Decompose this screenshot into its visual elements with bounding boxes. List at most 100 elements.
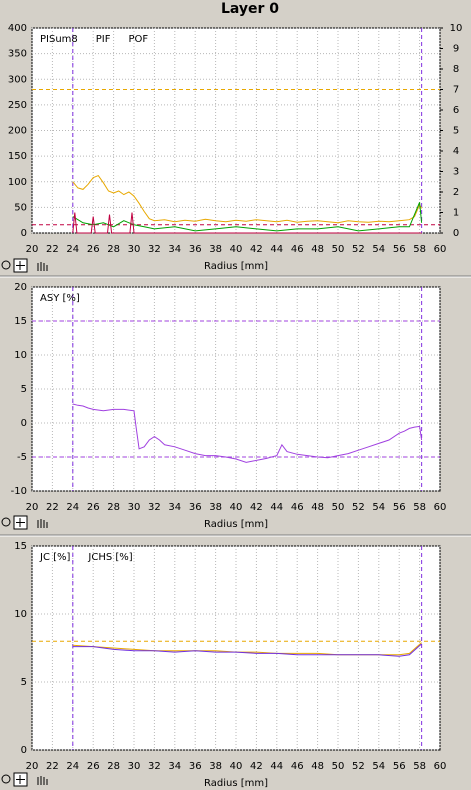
x-tick-label: 34 xyxy=(168,761,181,772)
x-tick-label: 52 xyxy=(352,244,365,255)
x-tick-label: 50 xyxy=(332,761,345,772)
x-tick-label: 20 xyxy=(26,244,39,255)
y-tick-label: 0 xyxy=(21,745,27,756)
x-tick-label: 48 xyxy=(311,502,324,513)
zoom-button[interactable] xyxy=(1,517,11,527)
x-tick-label: 32 xyxy=(148,761,161,772)
x-tick-label: 28 xyxy=(107,502,120,513)
x-tick-label: 30 xyxy=(128,761,141,772)
x-tick-label: 30 xyxy=(128,244,141,255)
series-line xyxy=(72,202,423,232)
x-tick-label: 50 xyxy=(332,502,345,513)
x-tick-label: 58 xyxy=(413,244,426,255)
x-tick-label: 46 xyxy=(291,761,304,772)
hand-button[interactable] xyxy=(37,262,48,271)
x-tick-label: 38 xyxy=(209,761,222,772)
x-tick-label: 52 xyxy=(352,502,365,513)
x-tick-label: 60 xyxy=(434,244,447,255)
x-tick-label: 34 xyxy=(168,502,181,513)
x-tick-label: 54 xyxy=(372,761,385,772)
y-tick-label: 10 xyxy=(14,350,27,361)
x-tick-label: 26 xyxy=(87,761,100,772)
x-tick-label: 48 xyxy=(311,244,324,255)
x-tick-label: 60 xyxy=(434,761,447,772)
y-tick-label: 350 xyxy=(8,49,27,60)
y2-tick-label: 1 xyxy=(453,208,459,219)
y2-tick-label: 3 xyxy=(453,167,459,178)
y-tick-label: 10 xyxy=(14,609,27,620)
y-tick-label: 250 xyxy=(8,100,27,111)
series-line xyxy=(72,643,422,657)
legend-entry: PIF xyxy=(96,34,111,45)
x-tick-label: 22 xyxy=(46,244,59,255)
x-tick-label: 36 xyxy=(189,502,202,513)
y-tick-label: 5 xyxy=(21,384,27,395)
hand-button[interactable] xyxy=(37,519,48,528)
legend-entry: ASY [%] xyxy=(40,293,80,304)
x-tick-label: 54 xyxy=(372,502,385,513)
x-tick-label: 22 xyxy=(46,761,59,772)
hand-button[interactable] xyxy=(37,776,48,785)
y2-tick-label: 4 xyxy=(453,146,459,157)
y-tick-label: 200 xyxy=(8,126,27,137)
y2-tick-label: 7 xyxy=(453,85,459,96)
x-tick-label: 46 xyxy=(291,244,304,255)
x-tick-label: 36 xyxy=(189,761,202,772)
x-tick-label: 56 xyxy=(393,502,406,513)
x-tick-label: 54 xyxy=(372,244,385,255)
y-tick-label: 5 xyxy=(21,677,27,688)
x-tick-label: 50 xyxy=(332,244,345,255)
chart: 20 22 24 26 28 30 32 34 36 38 40 42 44 46 48 50 52 54 56 58… xyxy=(8,23,462,272)
y-tick-label: -10 xyxy=(11,486,27,497)
x-tick-label: 48 xyxy=(311,761,324,772)
y2-tick-label: 0 xyxy=(453,228,459,239)
x-axis-label: Radius [mm] xyxy=(204,778,268,789)
y-tick-label: 0 xyxy=(21,418,27,429)
toolbar xyxy=(1,258,48,787)
x-tick-label: 58 xyxy=(413,502,426,513)
x-tick-label: 40 xyxy=(230,244,243,255)
icon xyxy=(16,775,25,784)
x-tick-label: 56 xyxy=(393,761,406,772)
x-axis-label: Radius [mm] xyxy=(204,261,268,272)
y2-tick-label: 10 xyxy=(450,23,463,34)
legend-entry: PISum8 xyxy=(40,34,78,45)
x-tick-label: 44 xyxy=(270,244,283,255)
x-tick-label: 58 xyxy=(413,761,426,772)
zoom-button[interactable] xyxy=(1,774,11,784)
chart: 20 22 24 26 28 30 32 34 36 38 40 42 44 46 48 50 52 54 56 58… xyxy=(14,541,446,789)
x-tick-label: 56 xyxy=(393,244,406,255)
x-tick-label: 30 xyxy=(128,502,141,513)
x-tick-label: 36 xyxy=(189,244,202,255)
x-axis-label: Radius [mm] xyxy=(204,519,268,530)
x-tick-label: 38 xyxy=(209,244,222,255)
y-tick-label: -5 xyxy=(17,452,27,463)
x-tick-label: 42 xyxy=(250,761,263,772)
y2-tick-label: 5 xyxy=(453,126,459,137)
y-tick-label: 0 xyxy=(21,228,27,239)
icon xyxy=(16,261,25,270)
series-line xyxy=(72,174,423,224)
y2-tick-label: 8 xyxy=(453,64,459,75)
x-tick-label: 24 xyxy=(66,761,79,772)
x-tick-label: 40 xyxy=(230,502,243,513)
y2-tick-label: 2 xyxy=(453,187,459,198)
zoom-button[interactable] xyxy=(1,260,11,270)
y-tick-label: 300 xyxy=(8,74,27,85)
x-tick-label: 42 xyxy=(250,244,263,255)
y2-tick-label: 9 xyxy=(453,44,459,55)
legend-entry: JC [%] xyxy=(39,552,71,563)
x-tick-label: 34 xyxy=(168,244,181,255)
series-line xyxy=(72,212,422,234)
y-tick-label: 150 xyxy=(8,151,27,162)
legend-entry: POF xyxy=(129,34,149,45)
x-tick-label: 22 xyxy=(46,502,59,513)
x-tick-label: 32 xyxy=(148,502,161,513)
x-tick-label: 24 xyxy=(66,502,79,513)
x-tick-label: 20 xyxy=(26,761,39,772)
x-tick-label: 38 xyxy=(209,502,222,513)
x-tick-label: 28 xyxy=(107,244,120,255)
legend-entry: JCHS [%] xyxy=(87,552,132,563)
icon xyxy=(16,518,25,527)
